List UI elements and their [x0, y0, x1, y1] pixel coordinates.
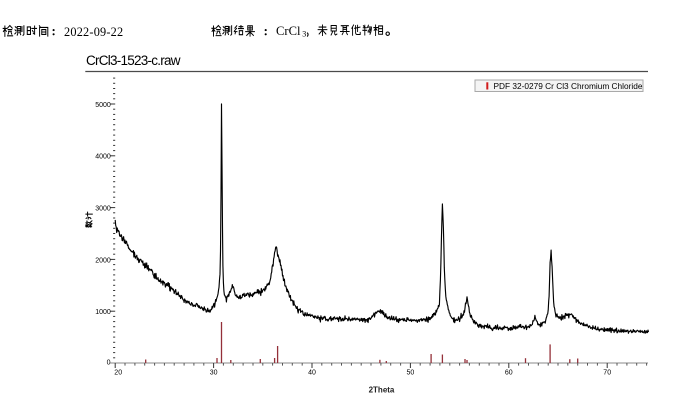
svg-text:CrCl: CrCl — [276, 24, 301, 38]
svg-text:CrCl3-1523-c.raw: CrCl3-1523-c.raw — [86, 53, 181, 68]
svg-text:4000: 4000 — [95, 154, 111, 161]
svg-text:30: 30 — [210, 370, 218, 377]
svg-text:1000: 1000 — [95, 309, 111, 316]
svg-text:0: 0 — [107, 359, 111, 366]
svg-text:60: 60 — [505, 370, 513, 377]
svg-text:3: 3 — [302, 30, 306, 39]
svg-text:70: 70 — [603, 370, 611, 377]
svg-text:PDF 32-0279 Cr Cl3 Chromium Ch: PDF 32-0279 Cr Cl3 Chromium Chloride — [494, 81, 643, 91]
svg-text:2Theta: 2Theta — [369, 386, 395, 395]
svg-text:2022-09-22: 2022-09-22 — [64, 25, 123, 39]
svg-text:3000: 3000 — [95, 206, 111, 213]
svg-text:40: 40 — [308, 370, 316, 377]
svg-text:5000: 5000 — [95, 102, 111, 109]
svg-text:50: 50 — [407, 370, 415, 377]
svg-text:20: 20 — [114, 370, 122, 377]
svg-text:2000: 2000 — [95, 257, 111, 264]
